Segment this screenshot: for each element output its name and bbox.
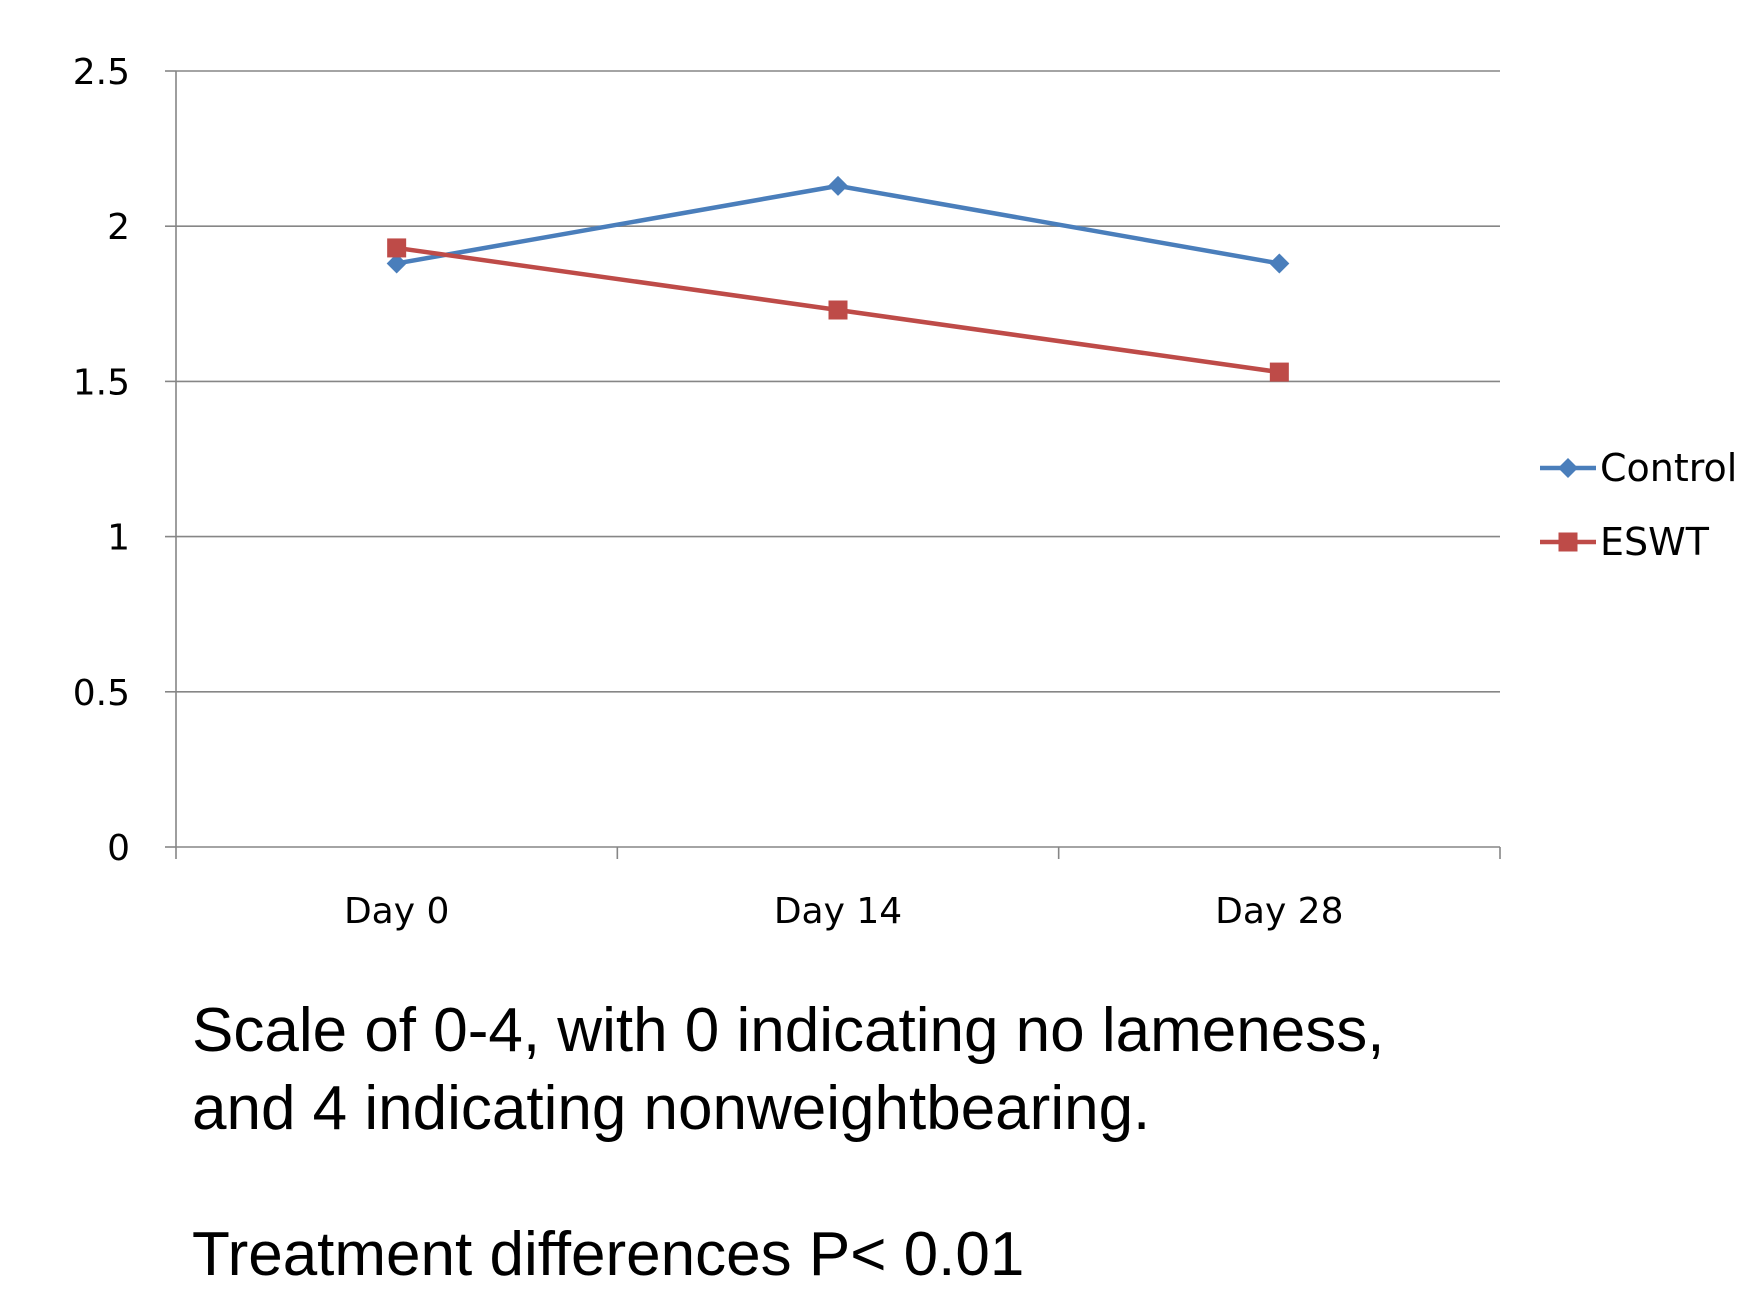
legend-marker-control: [1558, 458, 1578, 478]
marker-eswt-0: [387, 238, 407, 258]
legend-label-eswt: ESWT: [1600, 520, 1710, 564]
series-line-control: [396, 183, 1280, 266]
series-eswt: [387, 238, 1289, 382]
significance-note: Treatment differences P< 0.01: [192, 1220, 1025, 1289]
y-tick-label-0: 0: [107, 828, 130, 869]
legend-marker-eswt: [1558, 532, 1578, 552]
y-tick-label-5: 2.5: [73, 52, 130, 93]
marker-control-0: [386, 253, 407, 274]
y-tick-label-1: 0.5: [73, 673, 130, 714]
series-control: [386, 175, 1290, 274]
legend-item-control: Control: [1540, 446, 1737, 490]
legend: Control ESWT: [1540, 446, 1737, 564]
y-tick-label-4: 2: [107, 207, 130, 248]
x-tick-label-1: Day 14: [774, 891, 902, 932]
marker-eswt-1: [828, 300, 848, 320]
scale-note-line-1: Scale of 0-4, with 0 indicating no lamen…: [192, 996, 1385, 1065]
legend-item-eswt: ESWT: [1540, 520, 1710, 564]
line-chart: 0 0.5 1 1.5 2 2.5 Day 0 Day 14 Day 28 Control ES…: [73, 52, 1738, 932]
axes: [165, 70, 1501, 859]
y-tick-label-2: 1: [107, 518, 130, 559]
x-axis-ticks: Day 0 Day 14 Day 28: [344, 891, 1344, 932]
y-tick-label-3: 1.5: [73, 362, 130, 403]
y-axis-ticks: 0 0.5 1 1.5 2 2.5: [73, 52, 130, 869]
x-tick-label-2: Day 28: [1215, 891, 1343, 932]
scale-note: Scale of 0-4, with 0 indicating no lamen…: [192, 992, 1384, 1148]
x-tick-label-0: Day 0: [344, 891, 449, 932]
series-group: [386, 175, 1290, 382]
marker-control-2: [1269, 253, 1290, 274]
gridlines: [176, 70, 1500, 693]
marker-eswt-2: [1269, 362, 1289, 382]
scale-note-line-2: and 4 indicating nonweightbearing.: [192, 1074, 1151, 1143]
marker-control-1: [828, 175, 848, 196]
legend-label-control: Control: [1600, 446, 1737, 490]
